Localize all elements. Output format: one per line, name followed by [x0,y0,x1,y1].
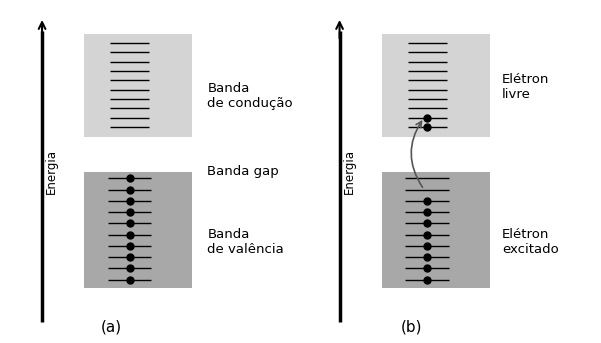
Text: (a): (a) [100,319,122,334]
Text: Energia: Energia [45,149,58,194]
Text: Energia: Energia [343,149,356,194]
Text: Elétron
livre: Elétron livre [502,73,549,102]
Bar [84,172,192,288]
Text: Elétron
excitado: Elétron excitado [502,228,558,256]
Text: Banda
de valência: Banda de valência [207,228,284,256]
Text: (b): (b) [401,319,423,334]
Text: Banda
de condução: Banda de condução [207,82,293,110]
Bar [84,34,192,137]
Text: Banda gap: Banda gap [207,165,279,178]
Bar [382,172,490,288]
Bar [382,34,490,137]
